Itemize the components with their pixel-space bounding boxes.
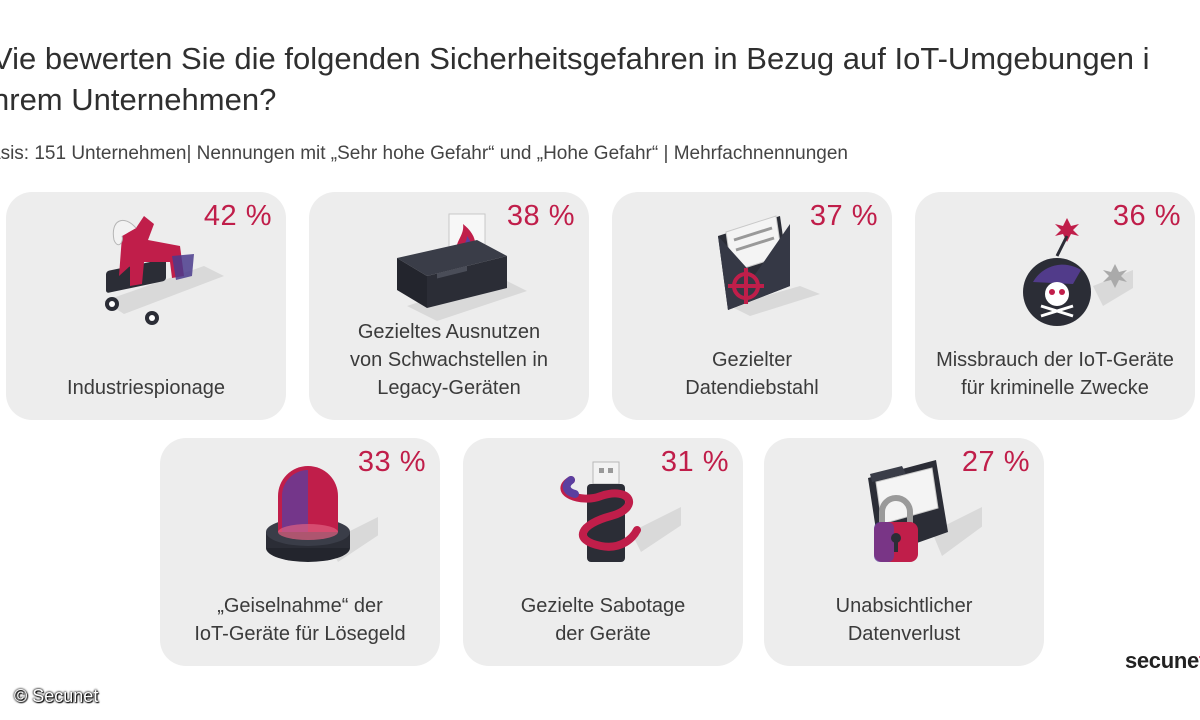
logo-accent: t [1199, 648, 1200, 673]
card-label: Gezieltes Ausnutzen von Schwachstellen i… [350, 321, 548, 399]
card-label: Gezielter Datendiebstahl [685, 349, 819, 399]
title-line-2: hrem Unternehmen? [0, 82, 277, 117]
burning-printer-icon [397, 213, 527, 321]
card-industriespionage: 42 % Industriespionage [6, 192, 286, 420]
card-percentage: 33 % [357, 446, 426, 478]
alarm-light-icon [266, 466, 378, 562]
card-label: Industriespionage [67, 377, 225, 399]
card-percentage: 31 % [660, 446, 729, 478]
card-percentage: 27 % [961, 446, 1030, 478]
card-legacy-geraete: 38 % Gezieltes Ausnutzen von Schwachstel… [309, 192, 589, 420]
card-missbrauch: 36 % Missbrauch der IoT-Geräte für krimi… [915, 192, 1195, 420]
card-label: „Geiselnahme“ der IoT-Geräte für Lösegel… [194, 595, 406, 645]
card-percentage: 36 % [1112, 200, 1181, 232]
chart-title: Vie bewerten Sie die folgenden Sicherhei… [0, 38, 1200, 120]
card-label: Missbrauch der IoT-Geräte für kriminelle… [936, 349, 1174, 399]
card-label: Unabsichtlicher Datenverlust [835, 595, 973, 645]
skull-bomb-icon [1023, 218, 1133, 326]
copyright-watermark: © Secunet [14, 686, 99, 706]
logo-main: secune [1124, 648, 1199, 673]
card-geiselnahme: 33 % „Geiselnahme“ der IoT-Geräte für Lö… [160, 438, 440, 666]
title-line-1: Vie bewerten Sie die folgenden Sicherhei… [0, 41, 1150, 76]
usb-stick-icon [560, 461, 681, 562]
secunet-logo: secunet [1125, 648, 1200, 674]
chart-subtitle: asis: 151 Unternehmen| Nennungen mit „Se… [0, 143, 848, 164]
hacked-envelope-icon [718, 215, 820, 316]
card-datendiebstahl: 37 % Gezielter Datendiebstahl [612, 192, 892, 420]
card-percentage: 42 % [203, 200, 272, 232]
card-label: Gezielte Sabotage der Geräte [520, 595, 686, 645]
locked-folder-icon [868, 460, 982, 562]
trojan-horse-icon [104, 216, 224, 325]
card-datenverlust: 27 % Unabsichtlicher Datenverlust [764, 438, 1044, 666]
card-sabotage: 31 % Gezielte Sabotage der Geräte [463, 438, 743, 666]
card-percentage: 38 % [506, 200, 575, 232]
card-percentage: 37 % [809, 200, 878, 232]
